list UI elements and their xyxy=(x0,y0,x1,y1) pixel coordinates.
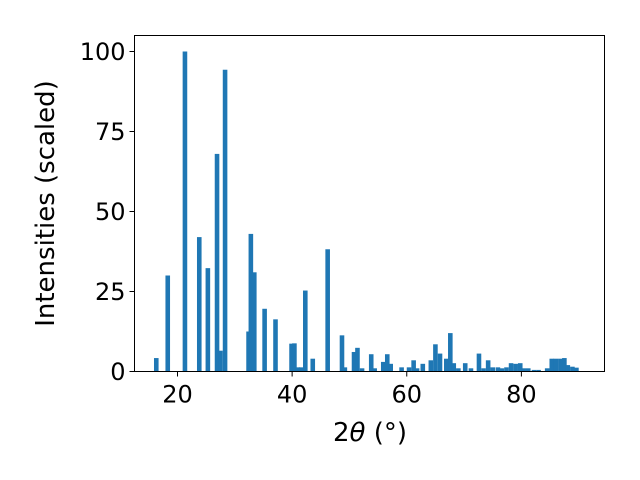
bar xyxy=(205,268,211,372)
x-axis-label-theta: θ xyxy=(350,418,366,448)
bar xyxy=(372,368,377,372)
bar xyxy=(153,358,159,372)
bar xyxy=(531,369,537,372)
bar xyxy=(289,343,294,372)
bars-group xyxy=(153,51,579,372)
bar xyxy=(485,360,491,372)
bar xyxy=(310,358,316,372)
bar xyxy=(214,153,220,372)
bar xyxy=(558,358,563,372)
y-ticks-group: 0 25 50 75 100 xyxy=(80,38,135,386)
x-axis-label-unit: (°) xyxy=(365,418,407,448)
x-tick-label: 40 xyxy=(277,381,308,409)
bar xyxy=(444,358,449,372)
x-tick-label: 20 xyxy=(162,381,193,409)
bar xyxy=(165,275,171,372)
y-tick-label: 75 xyxy=(95,118,126,146)
y-tick-label: 50 xyxy=(95,198,126,226)
x-tick-label: 80 xyxy=(506,381,537,409)
bar xyxy=(544,368,550,372)
bar xyxy=(517,363,523,372)
bar xyxy=(292,343,297,372)
bar xyxy=(273,319,278,372)
x-tick-label: 60 xyxy=(391,381,422,409)
bar xyxy=(406,367,412,372)
bar xyxy=(513,363,518,372)
bar xyxy=(490,367,496,372)
bar xyxy=(525,368,531,372)
x-axis-label: 2θ (°) xyxy=(333,418,407,448)
bar xyxy=(468,368,474,372)
bar xyxy=(359,368,365,372)
bar xyxy=(456,368,461,372)
y-axis-label: Intensities (scaled) xyxy=(31,80,61,327)
bar xyxy=(303,290,308,372)
bar xyxy=(420,363,426,372)
x-ticks-group: 20 40 60 80 xyxy=(162,371,537,409)
bar xyxy=(262,308,267,372)
plot-frame xyxy=(134,35,605,372)
bar xyxy=(384,354,390,372)
bar xyxy=(295,367,301,372)
bar xyxy=(380,361,386,372)
bar xyxy=(495,367,501,372)
bar xyxy=(521,368,526,372)
bar xyxy=(574,367,579,372)
bar xyxy=(499,368,505,372)
y-tick-label: 25 xyxy=(95,278,126,306)
bar xyxy=(481,368,486,372)
bar xyxy=(437,353,443,372)
bar xyxy=(222,69,228,372)
bar xyxy=(196,237,202,372)
bar xyxy=(508,363,514,372)
bar xyxy=(428,360,434,372)
bar xyxy=(433,344,438,372)
bar xyxy=(399,367,404,372)
bar xyxy=(536,369,541,372)
bar xyxy=(553,358,559,372)
bar xyxy=(565,365,571,372)
bar xyxy=(252,272,257,372)
y-tick-label: 0 xyxy=(110,358,125,386)
bar xyxy=(339,335,345,372)
bar xyxy=(504,367,509,372)
bar xyxy=(411,360,416,372)
bar xyxy=(388,363,393,372)
bar xyxy=(451,363,457,372)
bar xyxy=(325,249,330,372)
bar xyxy=(549,358,555,372)
bar xyxy=(342,367,348,372)
bar xyxy=(476,353,482,372)
bar xyxy=(355,347,360,372)
bar xyxy=(368,354,374,372)
y-tick-label: 100 xyxy=(80,38,126,66)
bar xyxy=(570,366,575,372)
bar xyxy=(414,368,420,372)
bar xyxy=(299,367,304,372)
bar xyxy=(248,233,254,372)
x-axis-label-main: 2 xyxy=(333,418,350,448)
bar xyxy=(562,358,567,372)
bar xyxy=(218,350,223,372)
bar xyxy=(462,363,468,372)
bar xyxy=(351,351,357,372)
bar xyxy=(182,51,188,372)
bar xyxy=(448,333,453,372)
